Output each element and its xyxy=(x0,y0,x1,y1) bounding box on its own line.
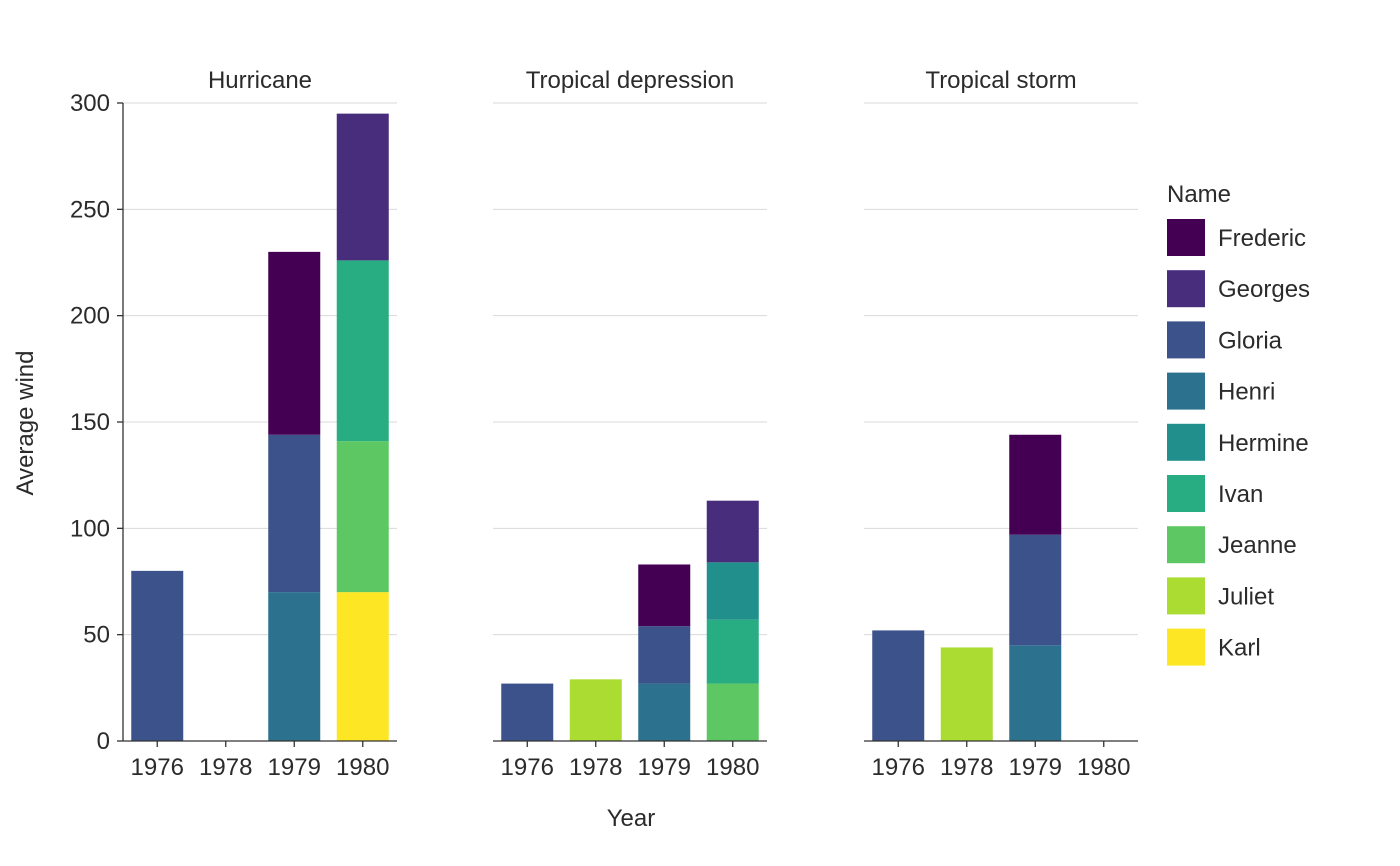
x-tick-label: 1980 xyxy=(706,754,759,781)
x-tick-label: 1979 xyxy=(638,754,691,781)
legend-label-hermine: Hermine xyxy=(1218,430,1309,457)
bar-segment-henri xyxy=(1009,645,1062,741)
y-axis-title: Average wind xyxy=(12,351,39,496)
bar-segment-gloria xyxy=(131,570,184,741)
x-tick-label: 1979 xyxy=(268,754,321,781)
legend-swatch-gloria xyxy=(1167,321,1205,359)
y-tick-label: 200 xyxy=(70,303,110,330)
legend-swatch-frederic xyxy=(1167,219,1205,256)
x-tick-label: 1980 xyxy=(336,754,389,781)
legend: Frederic Georges Gloria Henri Hermine Ivan Jea… xyxy=(1167,219,1310,666)
bar-segment-henri xyxy=(638,683,691,741)
panel-title: Tropical depression xyxy=(526,67,735,94)
x-tick-label: 1978 xyxy=(940,754,993,781)
legend-swatch-georges xyxy=(1167,270,1205,308)
y-tick-label: 250 xyxy=(70,196,110,223)
legend-swatch-karl xyxy=(1167,628,1205,666)
x-tick-label: 1976 xyxy=(501,754,554,781)
bar-segment-gloria xyxy=(872,630,925,741)
facet-panel-1: Hurricane 1976 1978 1979 1980 0 50 100 150 200 250… xyxy=(70,67,397,781)
x-tick-label: 1979 xyxy=(1009,754,1062,781)
x-axis-title: Year xyxy=(607,805,656,832)
y-tick-label: 150 xyxy=(70,409,110,436)
x-tick-label: 1978 xyxy=(569,754,622,781)
legend-label-frederic: Frederic xyxy=(1218,225,1306,252)
facet-panel-3: Tropical storm 1976 1978 1979 1980 xyxy=(864,67,1138,781)
bar-segment-ivan xyxy=(706,619,759,684)
bar-segment-gloria xyxy=(1009,534,1062,646)
bar-segment-gloria xyxy=(268,434,321,593)
x-tick-label: 1980 xyxy=(1077,754,1130,781)
legend-label-jeanne: Jeanne xyxy=(1218,532,1297,559)
legend-label-georges: Georges xyxy=(1218,276,1310,303)
bar-segment-frederic xyxy=(638,564,691,627)
legend-label-karl: Karl xyxy=(1218,635,1261,662)
bar-segment-jeanne xyxy=(706,683,759,741)
y-tick-label: 100 xyxy=(70,515,110,542)
x-tick-label: 1978 xyxy=(199,754,252,781)
bar-segment-karl xyxy=(336,592,389,741)
bar-segment-georges xyxy=(336,113,389,261)
bar-segment-gloria xyxy=(501,683,554,741)
bar-segment-jeanne xyxy=(336,441,389,593)
legend-swatch-hermine xyxy=(1167,423,1205,461)
legend-swatch-ivan xyxy=(1167,475,1205,512)
y-tick-label: 300 xyxy=(70,90,110,117)
panel-title: Tropical storm xyxy=(925,67,1076,94)
bar-segment-ivan xyxy=(336,260,389,442)
bar-segment-frederic xyxy=(268,251,321,435)
facet-panel-2: Tropical depression 1976 1978 1979 1980 xyxy=(493,67,767,781)
legend-swatch-juliet xyxy=(1167,577,1205,615)
y-tick-label: 0 xyxy=(97,728,110,755)
bar-segment-gloria xyxy=(638,626,691,684)
legend-label-ivan: Ivan xyxy=(1218,481,1263,508)
legend-title: Name xyxy=(1167,181,1231,208)
legend-label-henri: Henri xyxy=(1218,379,1275,406)
legend-label-juliet: Juliet xyxy=(1218,583,1274,610)
bar-segment-juliet xyxy=(940,647,993,741)
legend-swatch-henri xyxy=(1167,372,1205,410)
legend-label-gloria: Gloria xyxy=(1218,327,1283,354)
bar-segment-hermine xyxy=(706,562,759,620)
bar-segment-georges xyxy=(706,500,759,563)
panel-title: Hurricane xyxy=(208,67,312,94)
y-tick-label: 50 xyxy=(83,622,110,649)
bar-segment-henri xyxy=(268,592,321,741)
bar-segment-frederic xyxy=(1009,434,1062,535)
x-tick-label: 1976 xyxy=(131,754,184,781)
bar-segment-juliet xyxy=(569,679,622,741)
legend-swatch-jeanne xyxy=(1167,526,1205,564)
x-tick-label: 1976 xyxy=(872,754,925,781)
